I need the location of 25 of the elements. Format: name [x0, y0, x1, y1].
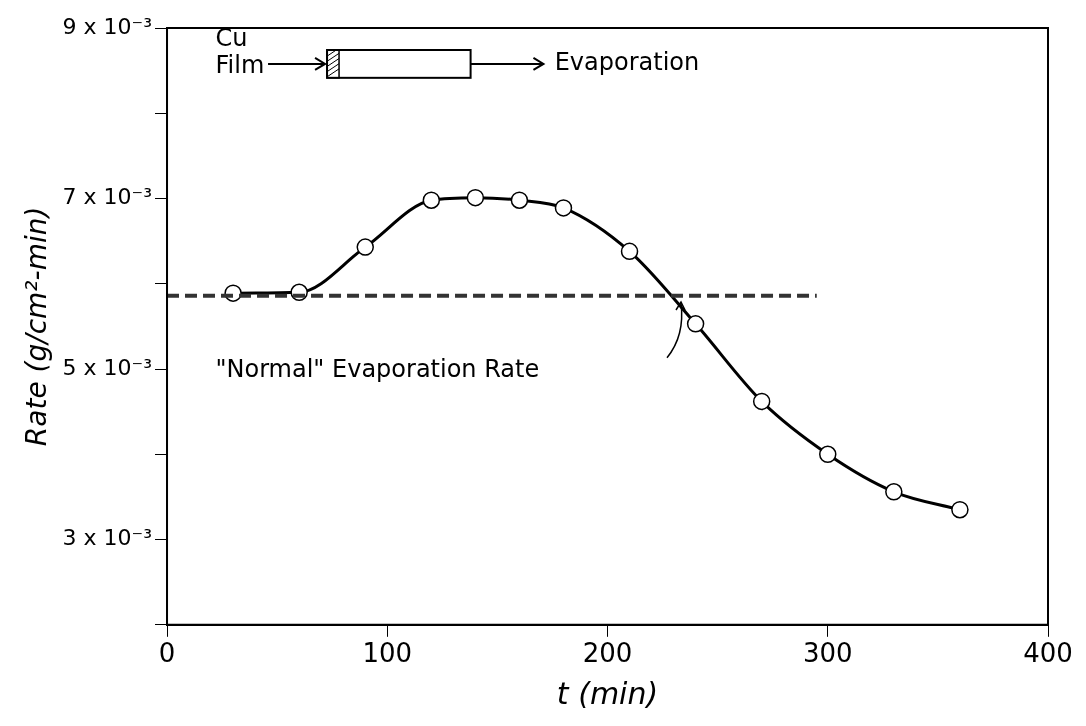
- x-tick-label: 200: [582, 638, 633, 669]
- y-tick-label: 9 x 10⁻³: [62, 13, 153, 39]
- point: [356, 238, 374, 256]
- point: [422, 191, 441, 209]
- point: [554, 199, 573, 217]
- y-tick-label: 7 x 10⁻³: [62, 184, 153, 210]
- annotation: Cu Film: [215, 24, 265, 80]
- x-tick-label: 0: [158, 638, 176, 669]
- annotation: Evaporation: [554, 48, 700, 77]
- point: [510, 191, 529, 209]
- point: [752, 392, 771, 411]
- point: [686, 315, 705, 333]
- x-tick-label: 300: [802, 638, 853, 669]
- x-axis-title: t (min): [556, 675, 659, 711]
- y-tick-label: 5 x 10⁻³: [62, 354, 153, 380]
- x-tick-label: 100: [362, 638, 413, 669]
- point: [620, 242, 639, 261]
- point: [466, 188, 485, 207]
- annotation: "Normal" Evaporation Rate: [215, 354, 540, 383]
- x-tick-label: 400: [1023, 638, 1073, 669]
- y-axis-title: Rate (g/cm²-min): [20, 206, 54, 447]
- point: [885, 483, 903, 501]
- point: [819, 445, 837, 464]
- point: [951, 500, 969, 519]
- y-tick-label: 3 x 10⁻³: [62, 525, 153, 551]
